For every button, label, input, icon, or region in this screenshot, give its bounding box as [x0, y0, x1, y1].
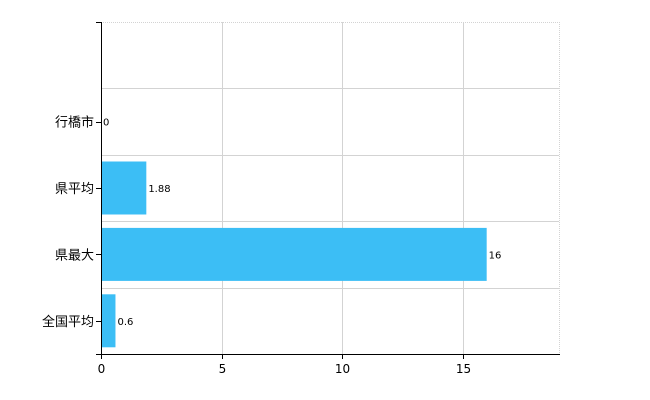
grid-lines	[101, 22, 560, 354]
x-tick-label: 0	[98, 362, 106, 376]
axes	[96, 22, 560, 359]
category-label: 全国平均	[42, 314, 94, 330]
bar	[101, 227, 487, 281]
bar	[101, 294, 116, 348]
data-label: 0	[103, 118, 109, 129]
category-label: 行橋市	[55, 115, 94, 131]
bars	[101, 161, 487, 348]
data-label: 16	[489, 250, 502, 261]
category-label: 県最大	[55, 248, 94, 263]
labels: 行橋市 0 県平均 1.88 県最大 16 全国平均 0.6 0 5 10 15	[42, 115, 501, 376]
x-tick-label: 5	[219, 362, 227, 376]
x-tick-label: 10	[335, 362, 350, 376]
bar	[101, 161, 147, 215]
category-label: 県平均	[55, 182, 94, 197]
data-label: 0.6	[117, 317, 133, 328]
data-label: 1.88	[148, 184, 170, 195]
x-tick-label: 15	[456, 362, 471, 376]
